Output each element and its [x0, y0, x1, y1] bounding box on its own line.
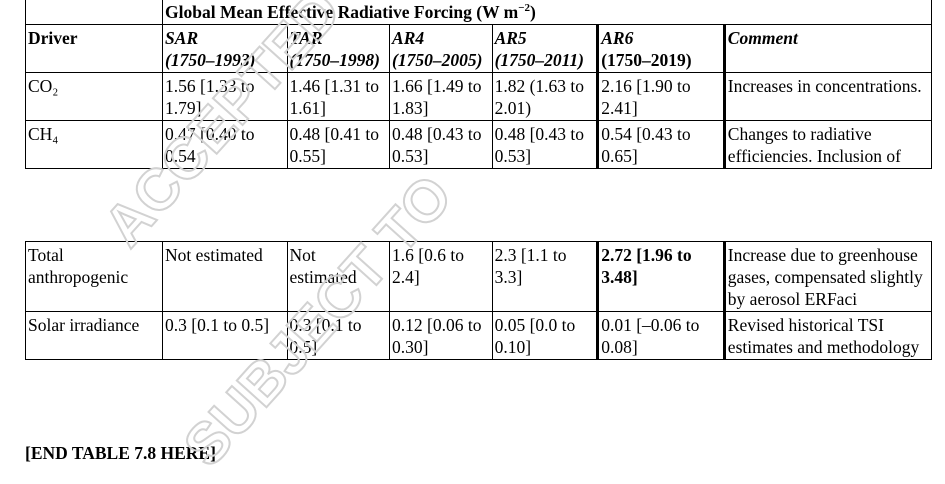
cell-ar5: 0.05 [0.0 to 0.10]	[491, 311, 599, 360]
cell-comment: Revised historical TSI estimates and met…	[723, 311, 933, 360]
cell-tar: Not estimated	[286, 241, 391, 312]
col-header-comment: Comment	[723, 24, 933, 73]
cell-sar: Not estimated	[162, 241, 288, 312]
table-row-solar-irradiance: Solar irradiance 0.3 [0.1 to 0.5] 0.3 [0…	[24, 311, 933, 360]
cell-sar: 1.56 [1.33 to 1.79]	[162, 72, 288, 121]
cell-comment: Increase due to greenhouse gases, compen…	[723, 241, 933, 312]
end-table-marker: [END TABLE 7.8 HERE]	[25, 443, 216, 463]
table-top-section: Global Mean Effective Radiative Forcing …	[0, 0, 945, 213]
cell-ar6: 2.72 [1.96 to 3.48]	[596, 241, 726, 312]
cell-driver: CO₂	[24, 72, 164, 121]
col-header-driver: Driver	[24, 24, 164, 73]
cell-ar5: 0.48 [0.43 to 0.53]	[491, 120, 599, 169]
cell-ar5: 2.3 [1.1 to 3.3]	[491, 241, 599, 312]
cell-ar6: 0.01 [–0.06 to 0.08]	[596, 311, 726, 360]
col-header-ar4: AR4 (1750–2005)	[389, 24, 493, 73]
cell-ar4: 1.6 [0.6 to 2.4]	[389, 241, 493, 312]
cell-sar: 0.47 [0.40 to 0.54	[162, 120, 288, 169]
cell-driver: CH₄	[24, 120, 164, 169]
col-header-sar: SAR (1750–1993)	[162, 24, 288, 73]
cell-comment: Changes to radiative efficiencies. Inclu…	[723, 120, 933, 169]
table-row-ch4: CH₄ 0.47 [0.40 to 0.54 0.48 [0.41 to 0.5…	[24, 120, 933, 169]
col-header-tar: TAR (1750–1998)	[286, 24, 391, 73]
forcing-table-top: Global Mean Effective Radiative Forcing …	[24, 0, 933, 169]
cell-ar4: 1.66 [1.49 to 1.83]	[389, 72, 493, 121]
forcing-table-bottom: Total anthropogenic Not estimated Not es…	[24, 241, 933, 360]
cell-ar6: 2.16 [1.90 to 2.41]	[596, 72, 726, 121]
cell-driver: Solar irradiance	[24, 311, 164, 360]
group-header-close: )	[530, 2, 536, 22]
cell-ar4: 0.48 [0.43 to 0.53]	[389, 120, 493, 169]
table-row-co2: CO₂ 1.56 [1.33 to 1.79] 1.46 [1.31 to 1.…	[24, 72, 933, 121]
group-header-sup: −2	[518, 2, 531, 15]
empty-header-cell	[24, 0, 164, 25]
cell-tar: 1.46 [1.31 to 1.61]	[286, 72, 391, 121]
table-row-total-anthropogenic: Total anthropogenic Not estimated Not es…	[24, 241, 933, 312]
col-header-ar6: AR6 (1750–2019)	[596, 24, 726, 73]
cell-ar4: 0.12 [0.06 to 0.30]	[389, 311, 493, 360]
cell-sar: 0.3 [0.1 to 0.5]	[162, 311, 288, 360]
group-header-text: Global Mean Effective Radiative Forcing …	[165, 2, 519, 22]
cell-tar: 0.3 [0.1 to 0.5]	[286, 311, 391, 360]
cell-tar: 0.48 [0.41 to 0.55]	[286, 120, 391, 169]
cell-ar5: 1.82 (1.63 to 2.01)	[491, 72, 599, 121]
cell-driver: Total anthropogenic	[24, 241, 164, 312]
col-header-ar5: AR5 (1750–2011)	[491, 24, 599, 73]
cell-comment: Increases in concentrations.	[723, 72, 933, 121]
group-header: Global Mean Effective Radiative Forcing …	[162, 0, 932, 25]
cell-ar6: 0.54 [0.43 to 0.65]	[596, 120, 726, 169]
